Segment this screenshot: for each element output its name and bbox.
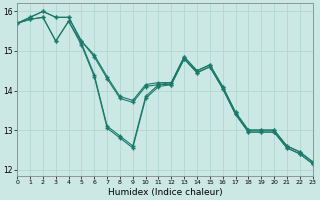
X-axis label: Humidex (Indice chaleur): Humidex (Indice chaleur) [108, 188, 222, 197]
